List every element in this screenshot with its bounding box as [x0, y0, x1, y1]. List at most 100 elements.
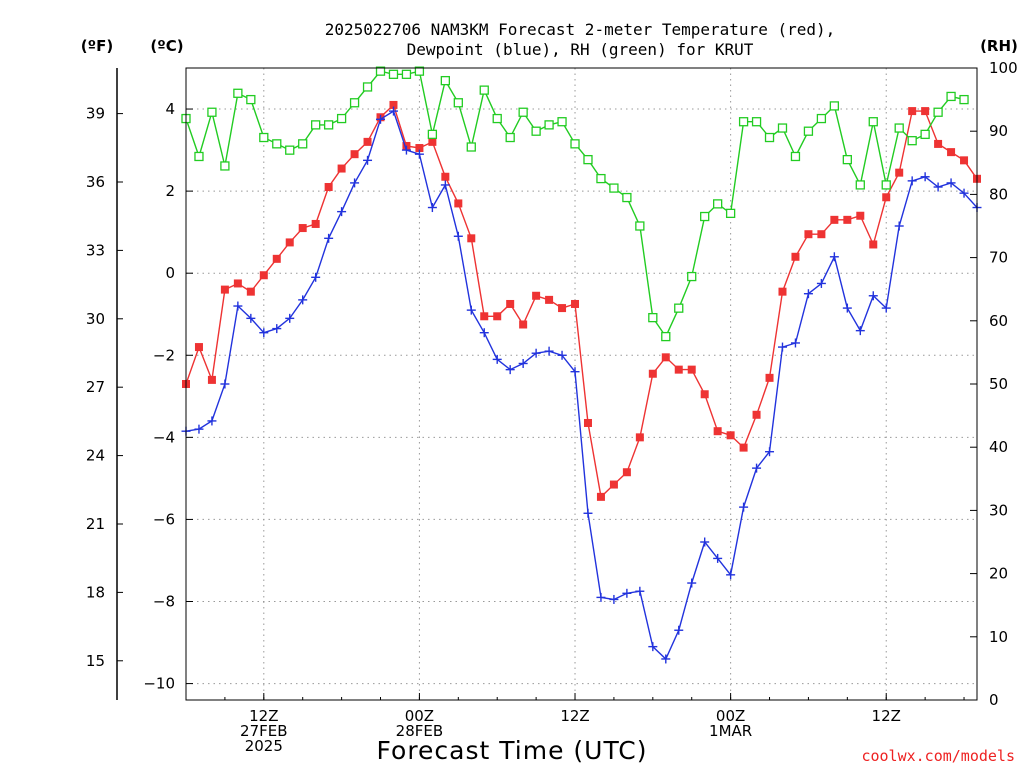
time-tick-label: 27FEB: [240, 722, 287, 740]
temperature-point: [947, 148, 956, 157]
dewpoint-point: [816, 278, 826, 288]
temperature-point: [220, 285, 229, 294]
rh-point: [531, 126, 541, 136]
rh-point: [246, 94, 256, 105]
rh-point: [336, 113, 347, 124]
dewpoint-point: [648, 642, 658, 652]
rh-point: [518, 107, 528, 117]
dewpoint-point: [531, 348, 541, 358]
temperature-point: [506, 299, 515, 308]
time-tick-label: 12Z: [560, 707, 589, 725]
dewpoint-line: [185, 110, 978, 661]
dewpoint-point: [907, 176, 917, 186]
temperature-point: [830, 215, 839, 224]
dewpoint-point: [544, 346, 554, 356]
temperature-point: [428, 137, 437, 146]
temperature-point: [661, 353, 670, 362]
fahrenheit-tick-label: 24: [86, 447, 105, 465]
series-lines: [181, 66, 982, 664]
rh-tick-label: 100: [989, 59, 1018, 77]
temperature-point: [363, 137, 372, 146]
rh-point: [959, 94, 969, 105]
rh-tick-label: 0: [989, 691, 999, 709]
rh-tick-label: 20: [989, 565, 1008, 583]
time-tick-label: 00Z: [716, 707, 745, 725]
dewpoint-point: [376, 114, 386, 124]
rh-point: [323, 120, 334, 130]
temperature-point: [856, 211, 865, 220]
temperature-point: [454, 199, 463, 208]
rh-point: [505, 132, 515, 143]
rh-point: [479, 85, 489, 95]
dewpoint-point: [739, 502, 749, 512]
rh-point: [298, 139, 308, 149]
rh-point: [207, 107, 217, 117]
temperature-point: [791, 252, 800, 261]
rh-tick-label: 40: [989, 438, 1008, 456]
temperature-point: [571, 299, 580, 308]
dewpoint-point: [946, 178, 956, 188]
celsius-tick-label: −4: [153, 428, 175, 446]
chart-title-line1: 2025022706 NAM3KM Forecast 2-meter Tempe…: [325, 20, 836, 39]
dewpoint-point: [194, 424, 204, 434]
temperature-point: [194, 343, 203, 352]
temperature-point: [674, 365, 683, 374]
rh-point: [687, 271, 697, 282]
temperature-point: [285, 238, 294, 247]
temperature-point: [817, 230, 826, 239]
time-tick-label: 00Z: [405, 707, 434, 725]
rh-point: [349, 98, 360, 108]
dewpoint-point: [609, 594, 619, 604]
dewpoint-point: [505, 365, 515, 375]
rh-tick-label: 90: [989, 122, 1008, 140]
temperature-point: [908, 107, 917, 116]
fahrenheit-tick-label: 15: [86, 652, 105, 670]
dewpoint-point: [881, 303, 891, 313]
fahrenheit-tick-label: 36: [86, 173, 105, 191]
temperature-point: [804, 230, 813, 239]
fahrenheit-unit-label: (ºF): [81, 37, 113, 55]
fahrenheit-tick-label: 21: [86, 515, 105, 533]
rh-point: [764, 132, 775, 143]
dewpoint-point: [920, 172, 930, 182]
rh-point: [700, 211, 710, 222]
dewpoint-point: [700, 537, 710, 547]
time-tick-label: 12Z: [249, 707, 278, 725]
temperature-point: [246, 287, 255, 296]
dewpoint-point: [440, 180, 450, 190]
dewpoint-point: [674, 625, 684, 635]
dewpoint-point: [894, 221, 904, 231]
rh-point: [738, 117, 749, 127]
rh-point: [881, 180, 891, 190]
temperature-point: [596, 492, 605, 501]
dewpoint-point: [324, 233, 334, 243]
temperature-point: [519, 320, 528, 329]
celsius-tick-label: −8: [153, 593, 175, 611]
rh-point: [596, 173, 606, 184]
rh-point: [401, 69, 412, 79]
celsius-tick-label: −10: [143, 675, 175, 693]
dewpoint-point: [350, 178, 360, 188]
celsius-tick-label: 0: [165, 264, 175, 282]
fahrenheit-tick-label: 39: [86, 105, 105, 123]
dewpoint-point: [466, 305, 476, 315]
dewpoint-point: [959, 188, 969, 198]
rh-point: [907, 136, 917, 146]
plot-frame: [185, 67, 978, 701]
rh-point: [466, 142, 476, 152]
rh-point: [933, 107, 943, 117]
fahrenheit-tick-label: 33: [86, 241, 105, 259]
temperature-point: [882, 193, 891, 202]
dewpoint-point: [311, 272, 321, 282]
rh-point: [220, 161, 230, 171]
dewpoint-point: [803, 289, 813, 299]
temperature-point: [609, 480, 618, 489]
rh-point: [803, 126, 814, 136]
temperature-point: [583, 418, 592, 427]
dewpoint-point: [687, 578, 697, 588]
temperature-point: [869, 240, 878, 249]
dewpoint-point: [777, 342, 787, 352]
temperature-point: [765, 373, 774, 382]
rh-point: [855, 180, 865, 190]
